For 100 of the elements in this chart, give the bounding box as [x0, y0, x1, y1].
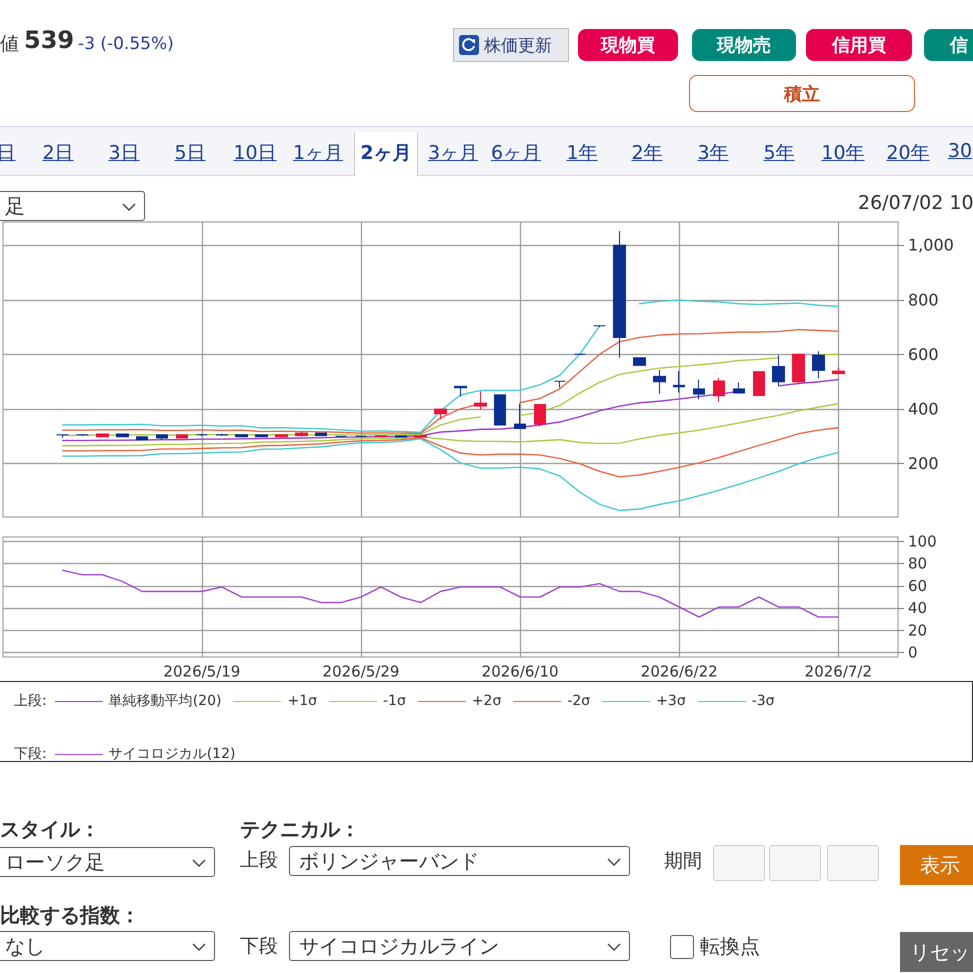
candlestick	[494, 394, 506, 426]
text: 期間	[664, 849, 702, 874]
candlestick	[593, 325, 606, 328]
text: 1ヶ月	[292, 141, 344, 166]
text: 現物買	[578, 29, 678, 61]
legend-label: +3σ	[656, 693, 686, 709]
text: 539	[24, 26, 74, 54]
text: 5年	[763, 141, 795, 166]
candlestick	[156, 434, 168, 440]
candlestick	[832, 367, 845, 375]
candlestick	[56, 434, 69, 439]
y-tick-label: 100	[908, 532, 937, 550]
text: 下段	[240, 934, 278, 959]
text: 転換点	[700, 933, 760, 960]
x-tick-label: 2026/7/2	[804, 662, 872, 680]
x-tick-label: 2026/5/19	[163, 662, 240, 680]
candlestick	[713, 377, 725, 402]
candlestick	[315, 432, 327, 436]
line-series	[62, 438, 839, 512]
y-tick-label: 60	[908, 576, 928, 595]
text: スタイル：	[0, 816, 100, 843]
text: リセッ	[900, 932, 973, 972]
candlestick	[375, 434, 387, 438]
y-tick-label: 40	[908, 599, 928, 618]
candlestick	[434, 408, 447, 420]
text: 信用買	[806, 29, 912, 61]
text: 1年	[566, 141, 598, 166]
candlestick	[613, 230, 626, 358]
line-series	[62, 570, 839, 618]
y-tick-label: 1,000	[908, 236, 954, 255]
text: 足	[5, 192, 25, 220]
text: 上段	[240, 848, 278, 873]
text: 表示	[900, 845, 973, 885]
candlestick	[753, 371, 765, 396]
candlestick	[733, 382, 745, 394]
legend-label: +1σ	[287, 693, 317, 709]
text: 2年	[631, 141, 663, 166]
text: 2日	[42, 141, 74, 166]
text: なし	[5, 932, 45, 960]
text: 20年	[886, 141, 930, 166]
text: 株価更新	[484, 34, 552, 56]
text: 26/07/02 10	[858, 192, 973, 214]
candlestick	[196, 433, 208, 437]
text: 10年	[821, 141, 865, 166]
legend-label: -1σ	[382, 693, 406, 709]
candlestick	[414, 434, 427, 438]
candlestick	[693, 379, 705, 400]
text: 10日	[233, 141, 277, 166]
text: -3 (-0.55%)	[78, 34, 174, 54]
candlestick	[673, 370, 685, 393]
candlestick	[454, 386, 467, 398]
x-tick-label: 2026/6/22	[640, 662, 718, 680]
y-tick-label: 400	[908, 400, 939, 419]
text: 2ヶ月	[354, 132, 418, 176]
y-tick-label: 20	[908, 621, 928, 640]
text: 3日	[108, 141, 140, 166]
legend-label: サイコロジカル(12)	[108, 745, 236, 763]
candlestick	[633, 357, 646, 366]
candlestick	[534, 404, 546, 428]
text: 5日	[174, 141, 206, 166]
candlestick	[395, 435, 407, 438]
legend-label: -3σ	[752, 693, 775, 709]
legend-title: 下段:	[14, 745, 47, 763]
y-tick-label: 200	[908, 454, 939, 474]
text: 3年	[697, 141, 729, 166]
text: ボリンジャーバンド	[299, 848, 479, 874]
y-tick-label: 600	[908, 344, 939, 364]
text: 3ヶ月	[428, 141, 478, 166]
y-tick-label: 80	[908, 554, 928, 573]
candlestick	[474, 390, 487, 410]
text: サイコロジカルライン	[299, 932, 499, 960]
x-tick-label: 2026/6/10	[482, 662, 559, 680]
legend-label: +2σ	[472, 693, 502, 709]
candlestick	[136, 436, 148, 440]
y-tick-label: 800	[908, 290, 939, 310]
text: 比較する指数：	[0, 902, 140, 929]
candlestick	[653, 370, 666, 394]
candlestick	[514, 403, 526, 429]
candlestick	[792, 354, 805, 385]
y-tick-label: 0	[908, 644, 918, 662]
candlestick	[772, 354, 785, 386]
legend-title: 上段:	[14, 692, 47, 710]
candlestick	[554, 380, 566, 388]
line-series	[62, 427, 839, 478]
candlestick	[116, 433, 129, 438]
text: 信	[924, 29, 973, 61]
candlestick	[96, 433, 109, 438]
legend-label: 単純移動平均(20)	[108, 692, 222, 710]
x-tick-label: 2026/5/29	[322, 662, 400, 680]
candlestick	[295, 430, 308, 438]
candlestick	[176, 434, 188, 439]
text: 積立	[689, 75, 915, 112]
candlestick	[812, 350, 825, 379]
text: 値	[0, 32, 19, 57]
candlestick	[76, 433, 89, 436]
text: テクニカル：	[240, 816, 360, 843]
text: 現物売	[692, 29, 796, 61]
text: 6ヶ月	[490, 141, 542, 166]
legend-label: -2σ	[567, 693, 590, 709]
text: 30	[948, 140, 972, 162]
